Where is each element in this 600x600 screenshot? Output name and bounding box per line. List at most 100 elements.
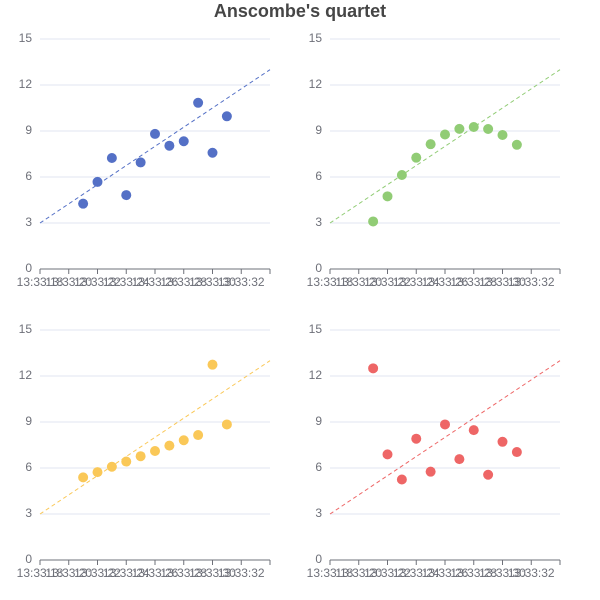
y-tick-label: 9 — [315, 414, 322, 428]
point — [454, 454, 465, 465]
y-tick-label: 9 — [25, 123, 32, 137]
x-tick-label: 13:33:20 — [335, 275, 382, 289]
x-tick-label: 13:33:26 — [132, 275, 179, 289]
x-tick-label: 13:33:18 — [17, 275, 64, 289]
y-tick-label: 6 — [315, 169, 322, 183]
point — [78, 198, 89, 209]
point — [468, 425, 479, 436]
point — [106, 152, 117, 163]
x-tick-label: 13:33:24 — [393, 566, 440, 580]
y-tick-label: 3 — [25, 506, 32, 520]
y-tick-label: 15 — [309, 31, 323, 45]
point — [121, 456, 132, 467]
trend-line — [329, 69, 561, 224]
x-tick-label: 13:33:18 — [307, 275, 354, 289]
point — [135, 451, 146, 462]
point — [135, 157, 146, 168]
y-tick-label: 9 — [25, 414, 32, 428]
x-tick-label: 13:33:20 — [45, 275, 92, 289]
point — [396, 170, 407, 181]
x-tick-label: 13:33:32 — [218, 566, 265, 580]
y-tick-label: 15 — [309, 322, 323, 336]
x-tick-label: 13:33:26 — [132, 566, 179, 580]
point — [497, 436, 508, 447]
x-tick-label: 13:33:18 — [17, 566, 64, 580]
trend-line — [329, 360, 561, 515]
point — [440, 129, 450, 140]
y-tick-label: 15 — [19, 31, 33, 45]
y-tick-label: 6 — [25, 169, 32, 183]
point — [164, 440, 175, 451]
x-tick-label: 13:33:32 — [218, 275, 265, 289]
point — [150, 445, 160, 456]
point — [382, 449, 393, 460]
y-tick-label: 15 — [19, 322, 33, 336]
point — [106, 461, 117, 472]
y-tick-label: 9 — [315, 123, 322, 137]
x-tick-label: 13:33:22 — [74, 566, 121, 580]
x-tick-label: 13:33:24 — [393, 275, 440, 289]
chart-title: Anscombe's quartet — [214, 1, 386, 21]
point — [178, 435, 189, 446]
y-tick-label: 3 — [315, 506, 322, 520]
point — [411, 152, 422, 163]
point — [164, 140, 175, 151]
x-tick-label: 13:33:20 — [335, 566, 382, 580]
point — [150, 128, 160, 139]
point — [483, 469, 494, 480]
y-tick-label: 0 — [315, 261, 322, 275]
point — [368, 363, 379, 374]
point — [368, 216, 379, 227]
x-tick-label: 13:33:24 — [103, 275, 150, 289]
point — [207, 147, 218, 158]
x-tick-label: 13:33:22 — [364, 275, 411, 289]
y-tick-label: 12 — [19, 368, 33, 382]
x-tick-label: 13:33:28 — [160, 566, 207, 580]
y-tick-label: 6 — [25, 460, 32, 474]
point — [511, 139, 522, 150]
point — [92, 467, 103, 478]
point — [425, 139, 436, 150]
x-tick-label: 13:33:22 — [364, 566, 411, 580]
point — [92, 176, 103, 187]
y-tick-label: 12 — [309, 77, 323, 91]
point — [425, 466, 436, 477]
point — [193, 97, 204, 108]
x-tick-label: 13:33:30 — [479, 275, 526, 289]
y-tick-label: 3 — [25, 215, 32, 229]
y-tick-label: 6 — [315, 460, 322, 474]
y-tick-label: 3 — [315, 215, 322, 229]
y-tick-label: 12 — [19, 77, 33, 91]
x-tick-label: 13:33:28 — [450, 566, 497, 580]
y-tick-label: 0 — [25, 261, 32, 275]
x-tick-label: 13:33:18 — [307, 566, 354, 580]
x-tick-label: 13:33:22 — [74, 275, 121, 289]
point — [411, 433, 422, 444]
point — [468, 122, 479, 133]
point — [396, 474, 407, 485]
point — [511, 447, 522, 458]
point — [207, 359, 218, 370]
x-tick-label: 13:33:28 — [160, 275, 207, 289]
point — [221, 419, 232, 430]
trend-line — [39, 69, 271, 224]
y-tick-label: 0 — [25, 552, 32, 566]
x-tick-label: 13:33:32 — [508, 566, 555, 580]
y-tick-label: 0 — [315, 552, 322, 566]
x-tick-label: 13:33:20 — [45, 566, 92, 580]
point — [497, 129, 508, 140]
x-tick-label: 13:33:30 — [189, 275, 236, 289]
x-tick-label: 13:33:30 — [189, 566, 236, 580]
x-tick-label: 13:33:32 — [508, 275, 555, 289]
point — [193, 430, 204, 441]
x-tick-label: 13:33:26 — [422, 275, 469, 289]
x-tick-label: 13:33:26 — [422, 566, 469, 580]
y-tick-label: 12 — [309, 368, 323, 382]
point — [382, 191, 393, 202]
point — [440, 419, 450, 430]
point — [221, 111, 232, 122]
point — [483, 124, 494, 135]
trend-line — [39, 360, 271, 515]
point — [78, 472, 89, 483]
